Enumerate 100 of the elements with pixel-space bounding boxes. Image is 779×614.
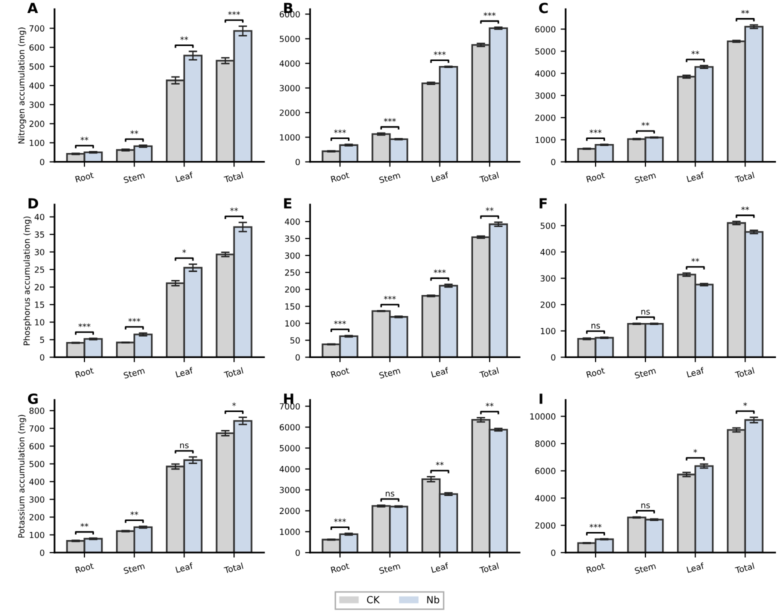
annotation: ***	[484, 12, 496, 16]
annotation: *	[232, 402, 236, 406]
annotation: ns	[180, 444, 189, 448]
x-tick-label: Stem	[378, 562, 400, 574]
x-tick-label: Total	[479, 562, 499, 574]
annotation: **	[230, 208, 238, 212]
y-tick-label: 5	[40, 336, 44, 343]
annotation: **	[691, 50, 700, 54]
y-tick-label: 100	[285, 320, 300, 327]
y-tick-label: 1000	[280, 134, 300, 141]
y-tick-label: 1000	[280, 528, 300, 535]
y-tick-label: 700	[30, 25, 44, 32]
y-tick-label: 500	[30, 63, 44, 70]
annotation: ***	[434, 51, 446, 56]
x-tick-label: Stem	[123, 562, 145, 574]
y-tick-label: 3000	[280, 84, 300, 92]
y-tick-label: 400	[29, 478, 44, 485]
y-tick-label: 2000	[280, 110, 300, 116]
y-tick-label: 15	[35, 302, 44, 308]
y-tick-label: 0	[40, 158, 44, 166]
annotation: **	[486, 207, 494, 212]
y-tick-label: 800	[29, 408, 44, 414]
y-tick-label: 40	[34, 214, 44, 220]
y-tick-label: 500	[30, 460, 44, 468]
x-tick-label: Root	[75, 172, 94, 182]
y-axis-title: Phosphorus accumulation (mg)	[23, 216, 32, 346]
x-tick-label: Stem	[378, 367, 400, 379]
x-tick-label: Stem	[123, 172, 145, 184]
annotation: ***	[228, 11, 240, 16]
y-tick-label: 8000	[535, 440, 556, 447]
chart-title: H	[284, 394, 294, 404]
y-tick-label: 300	[285, 252, 300, 259]
y-tick-label: 1000	[536, 136, 556, 144]
annotation: **	[741, 10, 750, 14]
x-tick-label: Root	[75, 367, 94, 378]
annotation: **	[80, 523, 88, 527]
chart-title: G	[28, 393, 38, 404]
x-tick-label: Total	[734, 367, 754, 378]
y-tick-label: 100	[540, 328, 556, 334]
y-tick-label: 350	[285, 235, 300, 242]
y-tick-label: 600	[29, 443, 44, 450]
y-tick-label: 4000	[535, 495, 556, 502]
legend-label: Nb	[427, 596, 440, 604]
x-tick-label: Total	[224, 562, 244, 574]
x-tick-label: Leaf	[430, 366, 450, 378]
x-tick-label: Stem	[634, 562, 656, 574]
x-tick-label: Leaf	[686, 366, 705, 378]
x-tick-label: Total	[734, 172, 754, 183]
annotation: ***	[590, 524, 602, 528]
y-tick-label: 25	[34, 266, 44, 273]
annotation: ***	[590, 129, 602, 134]
annotation: *	[182, 249, 186, 254]
chart-title: B	[284, 2, 292, 14]
y-tick-label: 4000	[280, 466, 300, 472]
y-tick-label: 7000	[280, 403, 300, 410]
annotation: *	[693, 449, 698, 453]
x-tick-label: Stem	[378, 172, 400, 184]
annotation: **	[130, 511, 138, 516]
y-tick-label: 0	[296, 158, 300, 166]
y-tick-label: 200	[30, 514, 44, 520]
y-tick-label: 6000	[535, 468, 556, 474]
y-tick-label: 5000	[535, 48, 556, 55]
x-tick-label: Root	[75, 562, 94, 574]
chart-title: F	[540, 198, 547, 208]
x-tick-label: Root	[586, 562, 606, 574]
x-tick-label: Total	[479, 172, 499, 183]
annotation: **	[642, 122, 650, 126]
chart-title: D	[28, 198, 38, 208]
y-tick-label: 0	[551, 550, 556, 556]
annotation: **	[130, 130, 138, 134]
y-tick-label: 2000	[535, 114, 556, 121]
annotation: ns	[641, 503, 650, 508]
y-tick-label: 10000	[530, 413, 556, 420]
y-tick-label: 400	[284, 218, 300, 225]
y-tick-label: 20	[34, 284, 44, 290]
x-tick-label: Root	[330, 562, 350, 574]
y-tick-label: 35	[34, 231, 44, 238]
annotation: ***	[384, 118, 396, 122]
annotation: ***	[334, 518, 346, 522]
y-tick-label: 3000	[535, 92, 556, 99]
y-tick-label: 0	[551, 158, 556, 166]
y-tick-label: 300	[30, 496, 44, 503]
chart-title: I	[540, 394, 542, 404]
y-tick-label: 6000	[535, 26, 556, 32]
y-tick-label: 2000	[280, 508, 300, 514]
chart-title: E	[284, 198, 292, 208]
y-axis-title: Nitrogen accumulation (mg)	[18, 28, 26, 144]
annotation: ***	[434, 269, 446, 274]
y-tick-label: 4000	[535, 70, 556, 77]
y-tick-label: 150	[285, 303, 300, 310]
x-tick-label: Leaf	[175, 562, 194, 573]
x-tick-label: Stem	[123, 367, 145, 379]
y-tick-label: 6000	[280, 424, 300, 430]
annotation: *	[743, 402, 748, 406]
y-tick-label: 0	[551, 354, 556, 361]
x-tick-label: Leaf	[686, 562, 705, 573]
y-tick-label: 2000	[535, 522, 556, 529]
y-tick-label: 200	[30, 120, 44, 127]
annotation: ***	[334, 129, 346, 134]
y-tick-label: 5000	[280, 36, 300, 42]
